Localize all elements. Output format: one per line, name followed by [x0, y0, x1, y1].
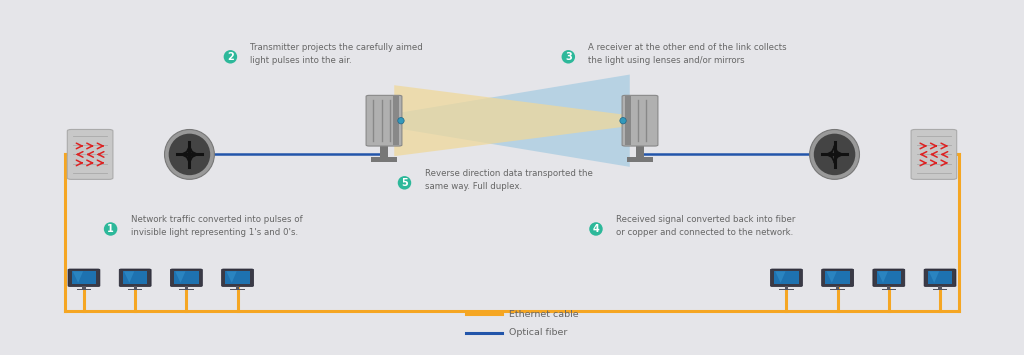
Bar — [236, 286, 240, 289]
Text: 4: 4 — [593, 224, 599, 234]
FancyBboxPatch shape — [170, 269, 203, 286]
Polygon shape — [394, 85, 630, 156]
FancyBboxPatch shape — [68, 269, 100, 286]
Text: 3: 3 — [565, 52, 571, 62]
FancyBboxPatch shape — [911, 130, 956, 179]
Ellipse shape — [561, 50, 575, 64]
FancyBboxPatch shape — [770, 269, 803, 286]
Ellipse shape — [103, 222, 118, 236]
Bar — [225, 271, 250, 284]
Bar — [184, 286, 188, 289]
Ellipse shape — [165, 130, 214, 179]
Ellipse shape — [169, 133, 210, 175]
Polygon shape — [878, 271, 888, 283]
Polygon shape — [826, 271, 837, 283]
Bar — [77, 289, 91, 290]
Bar — [836, 286, 840, 289]
Bar — [830, 289, 845, 290]
Text: Ethernet cable: Ethernet cable — [509, 310, 579, 319]
Bar — [174, 271, 199, 284]
Bar — [371, 157, 397, 162]
Ellipse shape — [620, 118, 627, 124]
Polygon shape — [73, 271, 83, 283]
Text: A receiver at the other end of the link collects
the light using lenses and/or m: A receiver at the other end of the link … — [589, 43, 787, 65]
Bar — [636, 145, 644, 157]
FancyBboxPatch shape — [68, 130, 113, 179]
Polygon shape — [226, 271, 237, 283]
FancyBboxPatch shape — [924, 269, 956, 286]
Text: Transmitter projects the carefully aimed
light pulses into the air.: Transmitter projects the carefully aimed… — [251, 43, 423, 65]
Ellipse shape — [223, 50, 238, 64]
Bar — [933, 289, 947, 290]
Bar — [887, 286, 891, 289]
Ellipse shape — [397, 118, 404, 124]
Bar — [877, 271, 901, 284]
Text: Received signal converted back into fiber
or copper and connected to the network: Received signal converted back into fibe… — [616, 215, 796, 237]
FancyBboxPatch shape — [821, 269, 854, 286]
Bar — [626, 97, 631, 145]
Bar — [928, 271, 952, 284]
Text: 1: 1 — [108, 224, 114, 234]
Bar — [784, 286, 788, 289]
Bar — [82, 286, 86, 289]
Ellipse shape — [589, 222, 603, 236]
Bar — [774, 271, 799, 284]
Bar — [72, 271, 96, 284]
Ellipse shape — [810, 130, 859, 179]
Text: 5: 5 — [401, 178, 408, 188]
FancyBboxPatch shape — [623, 95, 657, 146]
Polygon shape — [775, 271, 785, 283]
FancyBboxPatch shape — [119, 269, 152, 286]
Polygon shape — [929, 271, 939, 283]
Bar — [627, 157, 653, 162]
Ellipse shape — [814, 133, 855, 175]
Bar — [825, 271, 850, 284]
Bar — [938, 286, 942, 289]
Polygon shape — [394, 75, 630, 167]
Bar — [179, 289, 194, 290]
Bar — [133, 286, 137, 289]
FancyBboxPatch shape — [367, 95, 401, 146]
Polygon shape — [175, 271, 185, 283]
Text: Optical fiber: Optical fiber — [509, 328, 567, 337]
Bar — [128, 289, 142, 290]
Text: Reverse direction data transported the
same way. Full duplex.: Reverse direction data transported the s… — [425, 169, 593, 191]
Polygon shape — [124, 271, 134, 283]
Bar — [380, 145, 388, 157]
Bar — [393, 97, 398, 145]
Bar — [882, 289, 896, 290]
Text: Network traffic converted into pulses of
invisible light representing 1's and 0': Network traffic converted into pulses of… — [131, 215, 302, 237]
Text: 2: 2 — [227, 52, 233, 62]
Ellipse shape — [397, 176, 412, 190]
Bar — [779, 289, 794, 290]
FancyBboxPatch shape — [872, 269, 905, 286]
Bar — [123, 271, 147, 284]
FancyBboxPatch shape — [221, 269, 254, 286]
Bar — [230, 289, 245, 290]
